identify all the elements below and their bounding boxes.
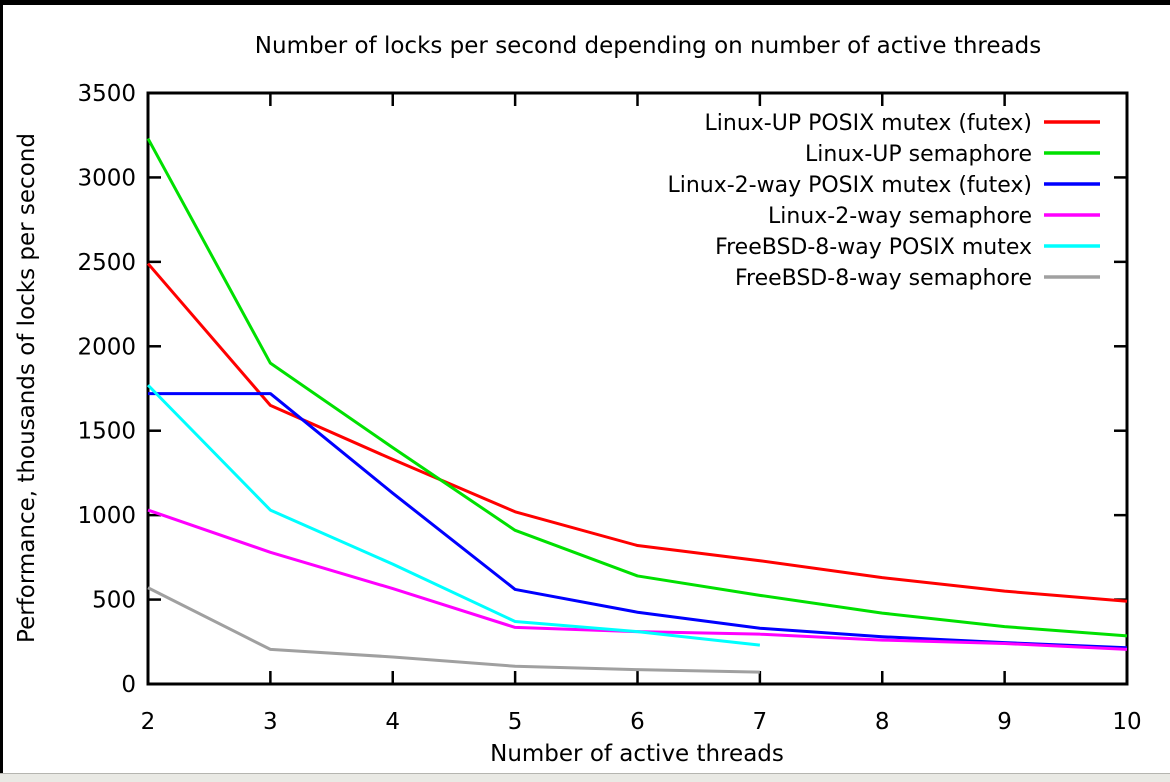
x-axis-label: Number of active threads bbox=[490, 741, 784, 767]
window-border-left bbox=[0, 0, 3, 773]
series-line-1 bbox=[146, 137, 1128, 638]
y-tick-label: 1000 bbox=[77, 503, 136, 529]
y-tick-label: 500 bbox=[92, 588, 136, 614]
x-tick-label: 5 bbox=[508, 709, 523, 735]
chart-title: Number of locks per second depending on … bbox=[254, 33, 1042, 59]
y-tick-label: 1500 bbox=[77, 419, 136, 445]
bottom-window-strip bbox=[0, 773, 1170, 782]
legend-label-1: Linux-UP semaphore bbox=[805, 142, 1032, 167]
legend-label-2: Linux-2-way POSIX mutex (futex) bbox=[667, 173, 1032, 198]
legend-label-3: Linux-2-way semaphore bbox=[768, 204, 1032, 229]
y-tick-label: 3000 bbox=[77, 165, 136, 191]
series-line-3 bbox=[147, 508, 1128, 651]
y-tick-label: 2000 bbox=[77, 334, 136, 360]
series-line-0 bbox=[146, 262, 1128, 603]
legend-label-0: Linux-UP POSIX mutex (futex) bbox=[705, 111, 1033, 136]
series-line-4 bbox=[146, 384, 761, 647]
x-tick-label: 10 bbox=[1112, 709, 1141, 735]
y-axis-label: Performance, thousands of locks per seco… bbox=[14, 133, 40, 643]
x-tick-label: 2 bbox=[141, 709, 156, 735]
y-tick-label: 3500 bbox=[77, 81, 136, 107]
y-tick-label: 0 bbox=[121, 672, 136, 698]
legend-label-5: FreeBSD-8-way semaphore bbox=[735, 266, 1032, 291]
series-line-5 bbox=[147, 586, 760, 674]
legend-label-4: FreeBSD-8-way POSIX mutex bbox=[715, 235, 1032, 260]
x-tick-label: 4 bbox=[385, 709, 400, 735]
x-tick-label: 9 bbox=[997, 709, 1012, 735]
x-tick-label: 7 bbox=[753, 709, 768, 735]
y-tick-label: 2500 bbox=[77, 250, 136, 276]
x-tick-label: 8 bbox=[875, 709, 890, 735]
window-border-top bbox=[0, 0, 1170, 5]
x-tick-label: 6 bbox=[630, 709, 645, 735]
series-line-2 bbox=[148, 392, 1128, 650]
x-tick-label: 3 bbox=[263, 709, 278, 735]
